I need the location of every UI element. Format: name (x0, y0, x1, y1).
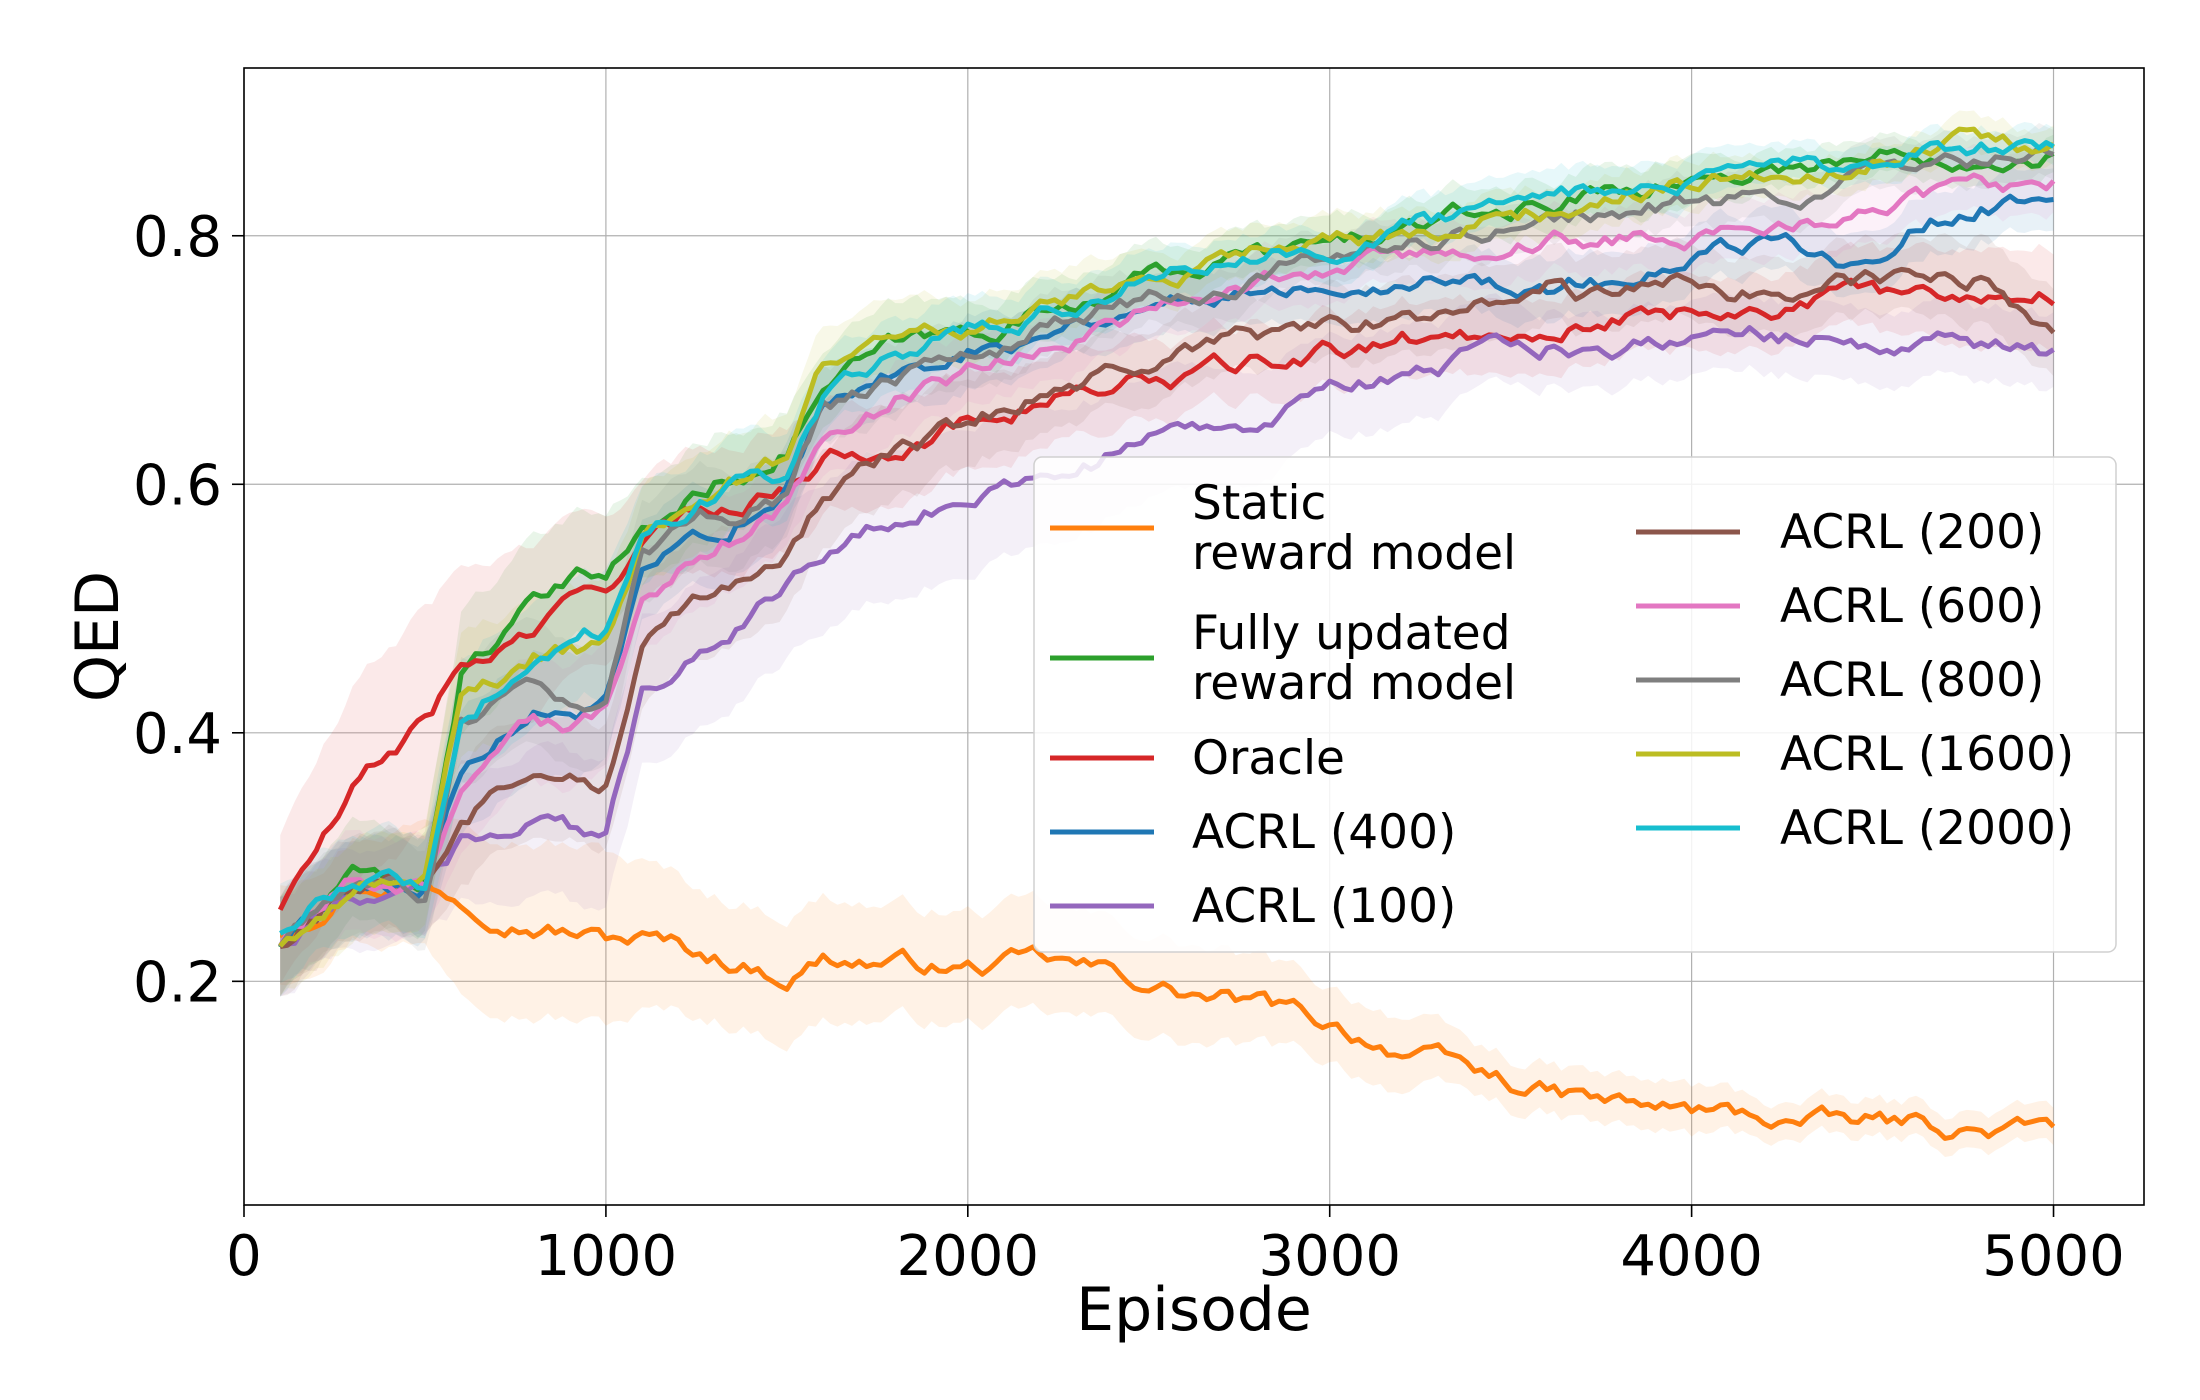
line-acrl-1600 (278, 126, 2055, 948)
legend-box (1033, 456, 2117, 953)
line-static-reward-model (279, 878, 2056, 1141)
plot-frame (243, 67, 2145, 1206)
x-axis-ticks: 0 1000 2000 3000 4000 5000 (226, 1205, 2125, 1289)
line-acrl-2000 (279, 138, 2055, 936)
x-axis-label: Episode (1076, 1275, 1312, 1345)
legend-label-static-reward-model: reward model (1192, 526, 1516, 581)
x-tick-label: 3000 (1258, 1224, 1401, 1289)
band-oracle (280, 241, 2054, 985)
y-tick-label: 0.2 (133, 950, 222, 1015)
legend-label-fully-updated-reward-model: reward model (1192, 656, 1516, 711)
legend-label-acrl-800: ACRL (800) (1780, 653, 2044, 708)
y-tick-label: 0.8 (133, 205, 222, 270)
series-lines (277, 126, 2056, 1141)
legend-label-acrl-100: ACRL (100) (1192, 879, 1456, 934)
legend-label-oracle: Oracle (1192, 731, 1345, 786)
legend-label-static-reward-model: Static (1192, 476, 1326, 531)
y-axis-label: QED (63, 571, 133, 702)
x-tick-label: 0 (226, 1224, 262, 1289)
legend-label-fully-updated-reward-model: Fully updated (1192, 606, 1511, 661)
legend-label-acrl-200: ACRL (200) (1780, 505, 2044, 560)
x-tick-label: 5000 (1982, 1224, 2125, 1289)
line-acrl-100 (279, 325, 2055, 950)
y-tick-label: 0.6 (133, 453, 222, 518)
line-acrl-800 (278, 145, 2055, 948)
legend-label-acrl-600: ACRL (600) (1780, 579, 2044, 634)
x-tick-label: 4000 (1620, 1224, 1763, 1289)
y-tick-label: 0.4 (133, 702, 222, 767)
x-tick-label: 1000 (535, 1224, 678, 1289)
line-oracle (277, 277, 2055, 911)
band-acrl-100 (280, 290, 2054, 997)
legend-label-acrl-1600: ACRL (1600) (1780, 727, 2074, 782)
legend-label-acrl-400: ACRL (400) (1192, 805, 1456, 860)
line-acrl-200 (279, 266, 2056, 949)
x-tick-label: 2000 (897, 1224, 1040, 1289)
legend-label-acrl-2000: ACRL (2000) (1780, 801, 2074, 856)
y-axis-ticks: 0.2 0.4 0.6 0.8 (133, 205, 244, 1015)
